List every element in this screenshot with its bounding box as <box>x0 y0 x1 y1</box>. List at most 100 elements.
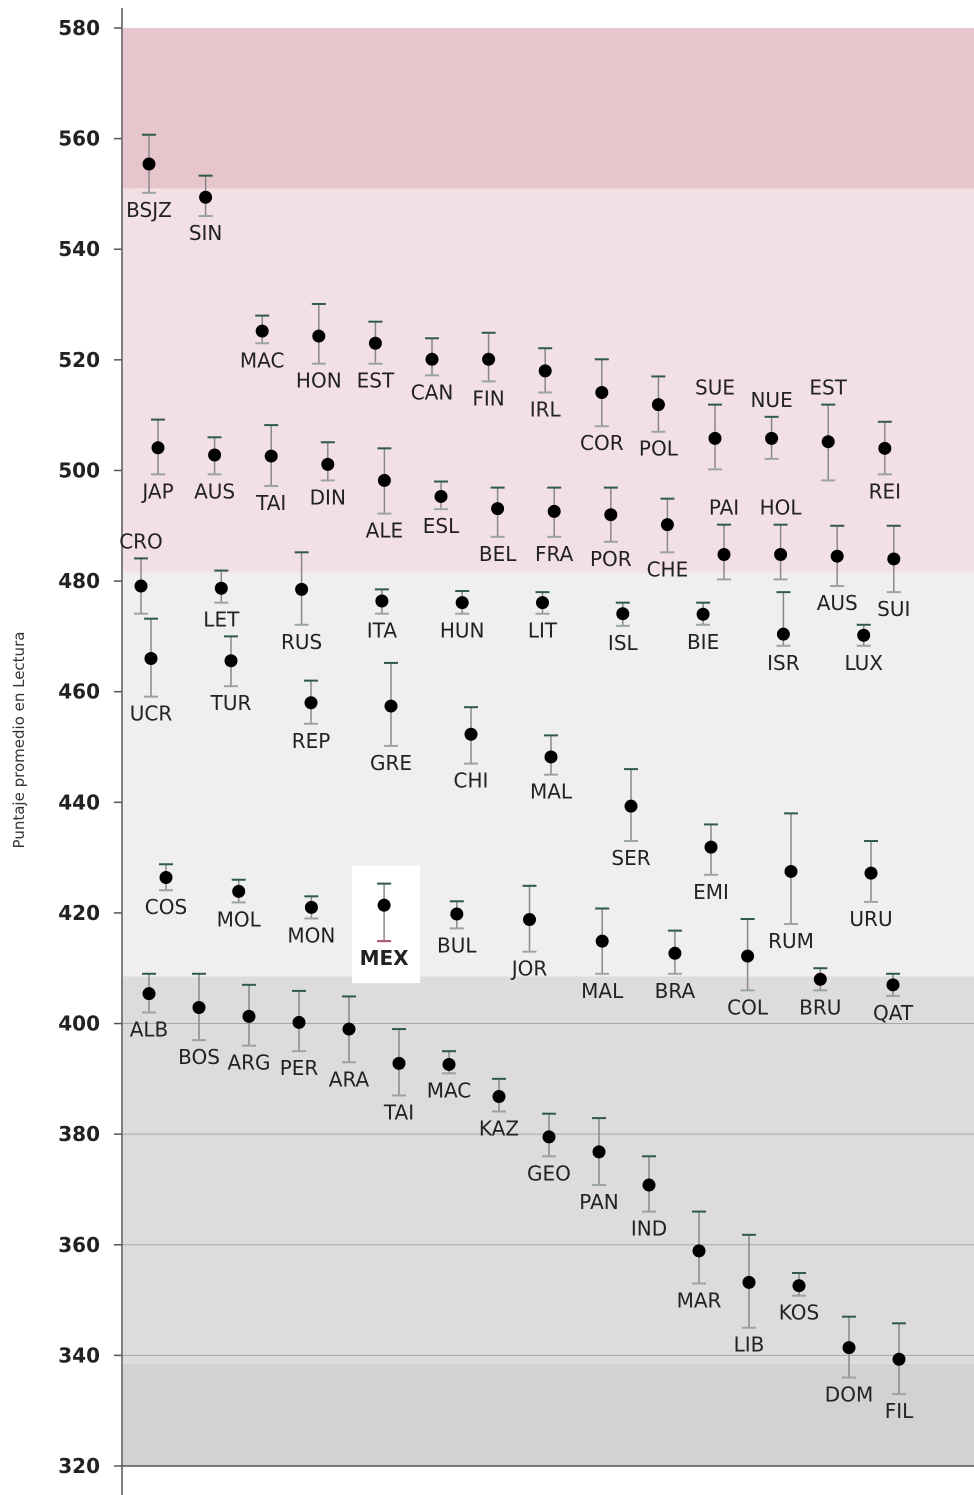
point-let: LET <box>203 569 240 632</box>
data-point <box>892 1352 906 1366</box>
data-point <box>708 431 722 445</box>
point-lib: LIB <box>734 1233 765 1357</box>
point-label: MAC <box>427 1078 472 1102</box>
point-lux: LUX <box>844 623 883 675</box>
data-point <box>450 907 464 921</box>
point-label: NUE <box>750 388 792 412</box>
data-point <box>192 1000 206 1014</box>
data-point <box>392 1056 406 1070</box>
point-geo: GEO <box>527 1112 571 1185</box>
point-jap: JAP <box>140 418 174 503</box>
point-label: MAL <box>581 979 624 1003</box>
point-ale: ALE <box>366 447 403 543</box>
data-point <box>887 552 901 566</box>
point-label: HUN <box>440 619 485 643</box>
point-label: DIN <box>310 485 346 509</box>
data-point <box>304 696 318 710</box>
data-point <box>425 352 439 366</box>
data-point <box>292 1015 306 1029</box>
point-label: COS <box>145 895 187 919</box>
y-tick-label-520: 520 <box>58 348 100 372</box>
point-bie: BIE <box>687 601 719 654</box>
point-per: PER <box>280 989 318 1080</box>
point-label: LIB <box>734 1333 765 1357</box>
point-label: TUR <box>210 691 252 715</box>
data-point <box>377 473 391 487</box>
point-est: EST <box>809 376 848 482</box>
point-label: BSJZ <box>126 198 172 222</box>
data-point <box>442 1057 456 1071</box>
y-tick-label-480: 480 <box>58 569 100 593</box>
point-din: DIN <box>310 441 346 509</box>
point-col: COL <box>727 918 769 1019</box>
data-point <box>595 934 609 948</box>
point-est: EST <box>357 320 395 393</box>
point-label: TAI <box>383 1100 414 1124</box>
point-mex: MEX <box>360 882 409 970</box>
data-point <box>604 508 618 522</box>
y-tick-label-540: 540 <box>58 237 100 261</box>
data-point <box>377 898 391 912</box>
point-label: RUS <box>281 630 322 654</box>
point-ucr: UCR <box>130 617 172 726</box>
point-rei: REI <box>869 420 901 503</box>
data-point <box>491 502 505 516</box>
point-label: CRO <box>119 529 163 553</box>
data-point <box>776 627 790 641</box>
data-point <box>784 864 798 878</box>
data-point <box>842 1341 856 1355</box>
point-label: EMI <box>693 880 729 904</box>
point-label: REI <box>869 479 901 503</box>
point-kaz: KAZ <box>479 1077 519 1140</box>
point-label: KOS <box>779 1301 819 1325</box>
data-point <box>159 871 173 885</box>
y-tick-label-420: 420 <box>58 901 100 925</box>
data-point <box>741 949 755 963</box>
point-bra: BRA <box>655 929 695 1003</box>
point-sue: SUE <box>695 376 735 471</box>
point-arg: ARG <box>227 983 271 1075</box>
point-rus: RUS <box>281 551 322 654</box>
point-bos: BOS <box>178 972 220 1069</box>
point-aus: AUS <box>194 436 235 503</box>
data-point <box>199 190 213 204</box>
point-rep: REP <box>292 679 330 753</box>
data-point <box>704 840 718 854</box>
point-label: EST <box>809 376 847 400</box>
point-hol: HOL <box>760 496 802 581</box>
y-tick-label-360: 360 <box>58 1233 100 1257</box>
point-fin: FIN <box>472 331 505 410</box>
data-point <box>538 364 552 378</box>
data-point <box>595 385 609 399</box>
point-label: BUL <box>437 933 477 957</box>
point-aus: AUS <box>817 524 858 615</box>
data-point <box>792 1279 806 1293</box>
point-label: ARA <box>329 1067 370 1091</box>
y-tick-label-580: 580 <box>58 16 100 40</box>
point-pan: PAN <box>579 1117 619 1214</box>
y-tick-label-340: 340 <box>58 1343 100 1367</box>
point-ser: SER <box>611 768 651 870</box>
point-label: MON <box>287 923 335 947</box>
point-ita: ITA <box>367 588 397 643</box>
data-point <box>312 329 326 343</box>
point-label: CHE <box>647 557 689 581</box>
y-tick-label-440: 440 <box>58 790 100 814</box>
point-label: URU <box>849 907 892 931</box>
point-label: BIE <box>687 630 719 654</box>
point-label: BEL <box>479 542 517 566</box>
point-label: ESL <box>423 514 460 538</box>
point-label: FIL <box>885 1399 914 1423</box>
data-point <box>464 727 478 741</box>
point-lit: LIT <box>528 591 558 643</box>
point-isl: ISL <box>608 601 639 655</box>
performance-bands <box>123 28 974 1466</box>
highlight-box-mex <box>352 865 421 984</box>
point-label: SUE <box>695 376 735 400</box>
y-tick-label-560: 560 <box>58 127 100 151</box>
data-point <box>692 1244 706 1258</box>
highlight-box <box>352 865 421 984</box>
data-point <box>144 652 158 666</box>
point-fra: FRA <box>535 486 574 566</box>
point-mol: MOL <box>217 878 262 931</box>
